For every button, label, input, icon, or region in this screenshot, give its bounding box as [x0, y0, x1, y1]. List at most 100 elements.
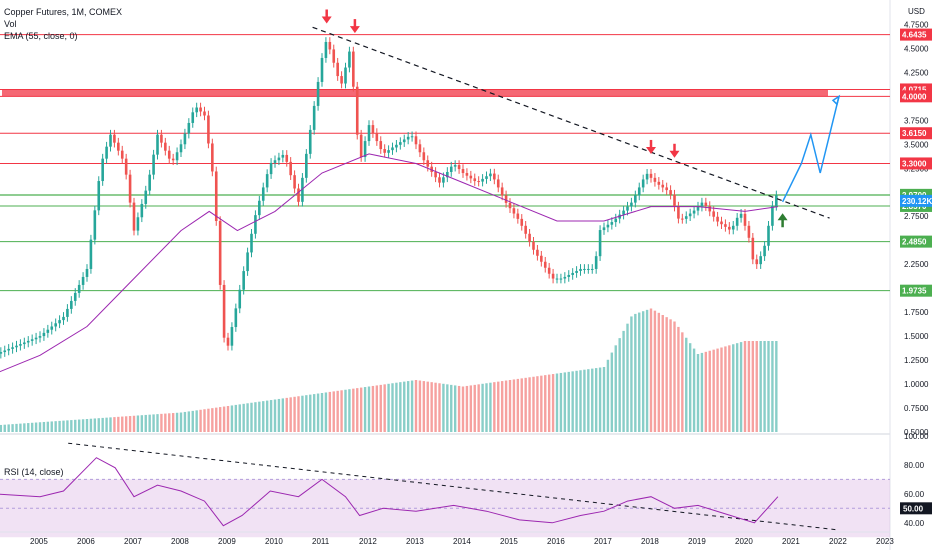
- volume-bar: [438, 383, 441, 432]
- volume-bar: [735, 343, 739, 432]
- volume-bar: [336, 390, 339, 432]
- volume-bar: [450, 384, 453, 432]
- projection-arrowhead: [831, 94, 841, 106]
- candle-body: [775, 195, 778, 206]
- volume-bar: [469, 385, 473, 432]
- volume-bar: [297, 396, 300, 432]
- ema-line: [0, 153, 778, 373]
- time-tick-2005: 2005: [30, 537, 48, 546]
- volume-bar: [273, 399, 277, 432]
- candle-body: [673, 194, 676, 207]
- candle-body: [708, 206, 712, 212]
- candle-body: [387, 150, 390, 153]
- candle-body: [81, 276, 85, 285]
- candle-body: [504, 195, 508, 203]
- candle-body: [258, 200, 261, 216]
- candle-body: [622, 210, 625, 215]
- level-label-box-3.3000: [900, 157, 932, 170]
- volume-bar: [203, 409, 206, 432]
- volume-bar: [7, 424, 10, 432]
- volume-bar: [767, 341, 770, 432]
- volume-bar: [340, 390, 343, 432]
- volume-bar: [446, 384, 449, 432]
- price-tick-3.5000: 3.5000: [904, 140, 929, 149]
- volume-bar: [124, 416, 128, 432]
- time-tick-2008: 2008: [171, 537, 189, 546]
- candle-body: [512, 208, 516, 214]
- candle-body: [211, 143, 214, 172]
- candle-body: [293, 175, 296, 189]
- volume-bar: [551, 374, 555, 432]
- candle-body: [434, 171, 437, 178]
- volume-bar: [179, 412, 183, 432]
- volume-bar: [148, 414, 151, 432]
- level-label-4.0715: 4.0715: [902, 85, 927, 94]
- volume-bar: [688, 343, 692, 432]
- candle-body: [15, 345, 18, 348]
- volume-bar: [536, 376, 539, 432]
- volume-bar: [199, 409, 202, 432]
- volume-bar: [66, 420, 69, 432]
- volume-bar: [751, 341, 755, 432]
- candle-body: [46, 329, 50, 333]
- candle-body: [113, 134, 116, 143]
- candle-body: [148, 174, 151, 191]
- candle-body: [540, 255, 543, 262]
- volume-bar: [383, 384, 386, 432]
- volume-bar: [234, 404, 238, 432]
- candle-body: [532, 241, 535, 250]
- volume-bar: [622, 330, 625, 432]
- volume-bar: [168, 413, 171, 432]
- volume-bar: [457, 385, 461, 432]
- volume-bar: [406, 381, 410, 432]
- candle-body: [395, 144, 398, 148]
- candle-body: [543, 261, 547, 268]
- candle-body: [352, 51, 355, 87]
- volume-bar: [630, 316, 633, 432]
- candle-body: [367, 125, 371, 142]
- candle-body: [254, 215, 257, 234]
- volume-legend: Vol: [4, 19, 17, 29]
- candle-body: [195, 107, 198, 113]
- candle-body: [771, 205, 774, 226]
- candle-body: [524, 225, 527, 234]
- volume-bar: [618, 338, 621, 432]
- time-tick-2023: 2023: [876, 537, 894, 546]
- candle-body: [763, 245, 766, 257]
- candle-body: [496, 179, 500, 188]
- volume-bar: [638, 312, 641, 432]
- candle-body: [767, 225, 770, 246]
- candle-body: [696, 206, 700, 211]
- candle-body: [167, 150, 171, 159]
- candle-body: [0, 352, 3, 354]
- candle-body: [230, 327, 234, 346]
- level-label-1.9735: 1.9735: [902, 287, 927, 296]
- candle-body: [602, 227, 606, 231]
- time-tick-2017: 2017: [594, 537, 612, 546]
- candle-body: [449, 166, 453, 172]
- volume-bar: [309, 394, 312, 432]
- volume-bar: [101, 417, 104, 432]
- volume-bar: [645, 309, 649, 432]
- candle-body: [312, 105, 316, 130]
- candle-body: [183, 133, 187, 145]
- candle-body: [594, 256, 598, 269]
- volume-bar: [97, 418, 100, 432]
- volume-bar: [403, 381, 406, 432]
- volume-bar: [89, 418, 93, 432]
- volume-bar: [105, 417, 108, 432]
- volume-bar: [567, 371, 570, 432]
- candle-body: [747, 225, 751, 238]
- volume-bar: [356, 388, 359, 432]
- rsi-value-label: 50.00: [903, 504, 924, 513]
- currency-label: USD: [908, 7, 925, 16]
- volume-bar: [218, 407, 222, 432]
- volume-bar: [0, 424, 3, 432]
- volume-bar: [775, 341, 778, 432]
- candle-body: [285, 154, 289, 162]
- candle-body: [34, 337, 38, 340]
- volume-bar: [34, 422, 38, 432]
- volume-bar: [359, 387, 363, 432]
- candle-body: [493, 173, 496, 180]
- resistance-zone: [2, 89, 828, 97]
